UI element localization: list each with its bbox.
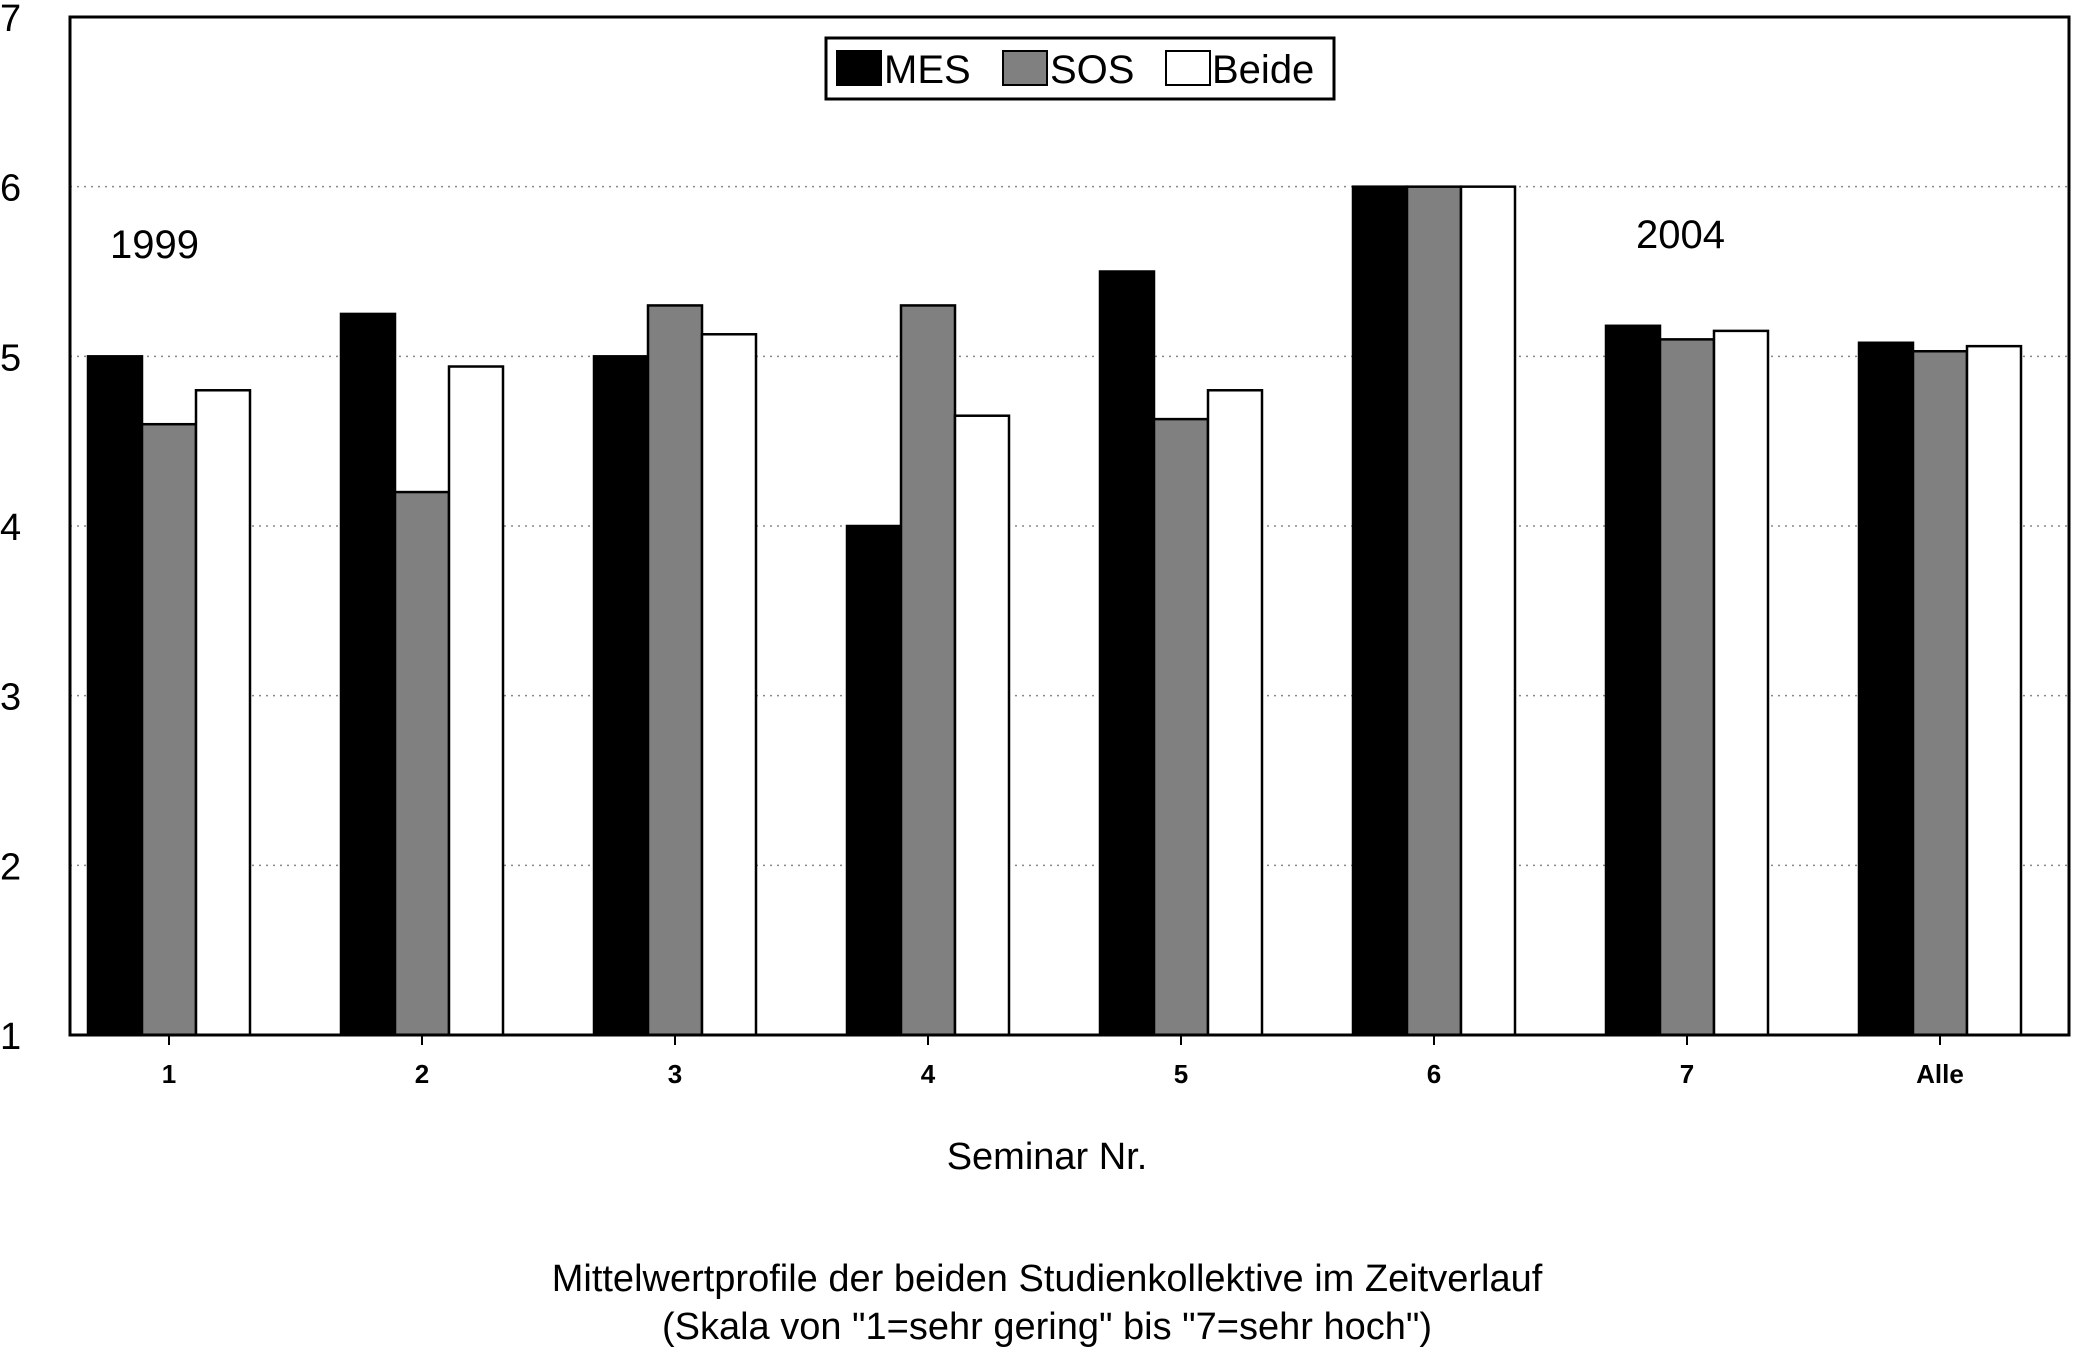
x-tick-label: 2 bbox=[415, 1059, 429, 1089]
x-tick-label: 5 bbox=[1174, 1059, 1188, 1089]
bar-beide-6 bbox=[1459, 185, 1517, 1037]
x-tick-label: 4 bbox=[921, 1059, 936, 1089]
bar-mes-1 bbox=[86, 355, 144, 1037]
x-tick-label: 6 bbox=[1427, 1059, 1441, 1089]
plot-frame bbox=[68, 15, 2071, 1037]
x-tick-label: 3 bbox=[668, 1059, 682, 1089]
bar-mes-7 bbox=[1604, 324, 1662, 1037]
y-tick-label: 4 bbox=[0, 507, 21, 549]
bar-mes-3 bbox=[592, 355, 650, 1037]
annotation-1999: 1999 bbox=[110, 223, 199, 267]
legend: MES SOS Beide bbox=[824, 36, 1336, 101]
chart-subtitle: (Skala von "1=sehr gering" bis "7=sehr h… bbox=[661, 1306, 1433, 1348]
bar-sos-4 bbox=[899, 304, 957, 1037]
legend-label-mes: MES bbox=[884, 48, 971, 92]
y-tick-label: 2 bbox=[0, 846, 21, 888]
legend-label-sos: SOS bbox=[1050, 48, 1134, 92]
legend-label-beide: Beide bbox=[1212, 48, 1314, 92]
x-tick-label: Alle bbox=[1916, 1059, 1964, 1089]
bar-sos-alle bbox=[1911, 349, 1969, 1037]
bar-beide-3 bbox=[700, 333, 758, 1037]
x-axis-title: Seminar Nr. bbox=[946, 1136, 1148, 1178]
bar-sos-2 bbox=[393, 490, 451, 1037]
y-tick-label: 6 bbox=[0, 168, 21, 210]
bar-sos-3 bbox=[646, 304, 704, 1037]
bars bbox=[86, 185, 2023, 1037]
legend-swatch-mes bbox=[836, 50, 882, 86]
y-tick-label: 1 bbox=[0, 1016, 21, 1058]
bar-sos-1 bbox=[140, 422, 198, 1037]
y-axis-ticks: 1 2 3 4 5 6 7 bbox=[0, 0, 21, 1058]
y-tick-label: 3 bbox=[0, 677, 21, 719]
x-tick-label: 1 bbox=[162, 1059, 176, 1089]
x-tick-label: 7 bbox=[1680, 1059, 1694, 1089]
bar-beide-1 bbox=[194, 389, 252, 1037]
bar-mes-2 bbox=[339, 312, 397, 1037]
bar-mes-4 bbox=[845, 524, 903, 1037]
bar-sos-6 bbox=[1405, 185, 1463, 1037]
bar-mes-5 bbox=[1098, 270, 1156, 1037]
bar-sos-5 bbox=[1152, 417, 1210, 1037]
bar-beide-2 bbox=[447, 365, 505, 1037]
bar-sos-7 bbox=[1658, 338, 1716, 1037]
annotation-2004: 2004 bbox=[1636, 213, 1725, 257]
bar-beide-5 bbox=[1206, 389, 1264, 1037]
bar-mes-6 bbox=[1351, 185, 1409, 1037]
bar-beide-7 bbox=[1712, 329, 1770, 1037]
bar-beide-4 bbox=[953, 414, 1011, 1037]
x-axis-ticks: 1 2 3 4 5 6 7 Alle bbox=[162, 1035, 1964, 1089]
chart-title: Mittelwertprofile der beiden Studienkoll… bbox=[551, 1258, 1543, 1300]
y-tick-label: 7 bbox=[0, 0, 21, 40]
legend-swatch-beide bbox=[1165, 50, 1211, 86]
bar-mes-alle bbox=[1857, 341, 1915, 1037]
bar-beide-alle bbox=[1965, 344, 2023, 1037]
legend-swatch-sos bbox=[1002, 50, 1048, 86]
legend-box bbox=[824, 36, 1336, 101]
y-tick-label: 5 bbox=[0, 337, 21, 379]
